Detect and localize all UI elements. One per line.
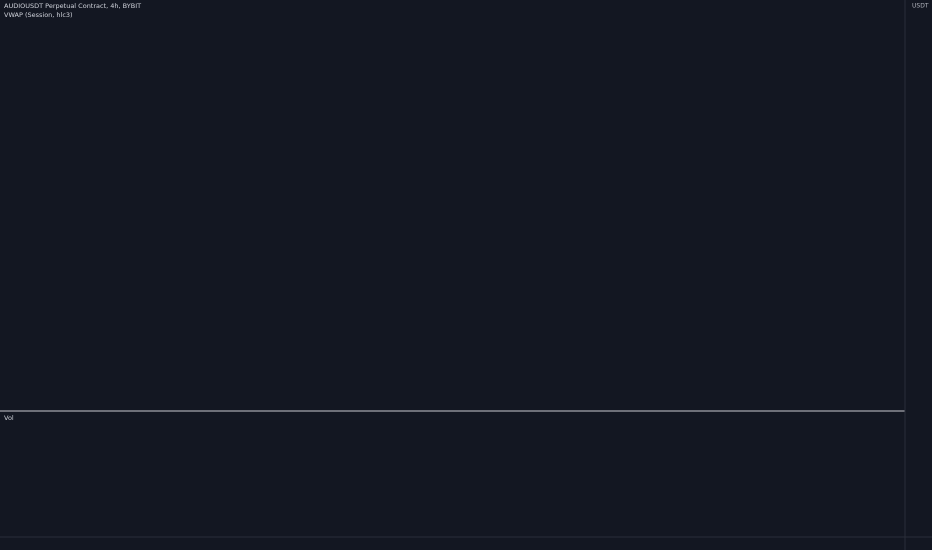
indicator-label: VWAP (Session, hlc3): [4, 11, 73, 19]
volume-label: Vol: [4, 414, 14, 422]
chart-title: AUDIOUSDT Perpetual Contract, 4h, BYBIT: [4, 2, 141, 10]
y-axis-label: USDT: [912, 3, 929, 10]
